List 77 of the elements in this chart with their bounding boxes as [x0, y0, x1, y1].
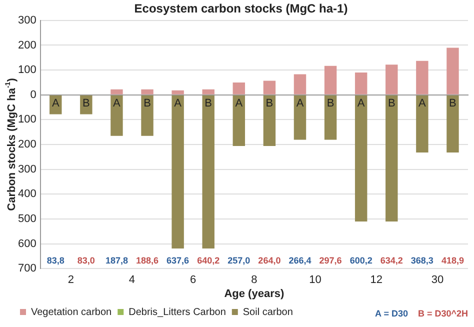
x-tick-label: B — [204, 97, 212, 110]
annotation: 83,0 — [77, 256, 95, 266]
text: 2 — [68, 274, 74, 286]
x-tick-label: A — [418, 97, 427, 110]
y-tick-label: 200 — [18, 138, 36, 151]
text: 4 — [128, 274, 136, 286]
annotation: 83,8 — [46, 256, 64, 266]
bar — [354, 95, 368, 222]
text: 12 — [370, 274, 382, 286]
y-tick-label: 200 — [18, 39, 36, 52]
bar — [446, 95, 459, 152]
annotation: 368,3 — [410, 256, 434, 266]
text: 8 — [251, 274, 258, 286]
bar — [386, 95, 398, 222]
y-tick-label: 700 — [18, 262, 36, 275]
annotation: 257,0 — [228, 256, 250, 266]
annotation: 187,8 — [105, 256, 128, 266]
x-tick-label: A — [174, 97, 182, 110]
bar — [446, 48, 459, 94]
y-tick-label: 600 — [18, 238, 36, 250]
annotation: 600,2 — [350, 256, 372, 266]
bar — [141, 95, 154, 136]
x-tick-label: B — [266, 97, 274, 110]
bar — [354, 72, 368, 94]
bar — [141, 89, 154, 94]
bar — [386, 64, 398, 94]
bar — [263, 80, 276, 94]
annotation: 634,2 — [380, 256, 403, 266]
text: B = D30^2H — [418, 308, 468, 318]
chart-title: Ecosystem carbon stocks (MgC ha-1) — [134, 2, 348, 16]
bar — [110, 95, 123, 136]
text: A = D30 — [375, 308, 408, 318]
x-tick-label: A — [52, 97, 60, 110]
y-tick-label: 500 — [18, 212, 36, 225]
annotation: 297,6 — [319, 256, 342, 266]
bar — [202, 95, 214, 248]
text: 6 — [190, 274, 196, 286]
x-axis-title: Age (years) — [224, 288, 284, 300]
text: 30 — [431, 274, 444, 286]
annotation: 640,2 — [197, 256, 220, 266]
bar — [202, 89, 214, 94]
annotation: 418,9 — [441, 256, 464, 266]
annotation: 264,0 — [258, 256, 281, 266]
bar — [232, 95, 246, 146]
bar — [416, 95, 428, 152]
x-tick-label: B — [388, 97, 396, 110]
bar — [324, 95, 337, 140]
x-tick-label: A — [296, 97, 304, 110]
y-tick-label: 100 — [18, 64, 36, 76]
legend-label: Vegetation carbon — [31, 306, 112, 318]
x-tick-label: B — [82, 97, 90, 110]
x-tick-label: A — [113, 97, 122, 110]
annotation: 637,6 — [166, 256, 190, 266]
bar — [294, 74, 306, 94]
bar — [172, 90, 184, 94]
y-tick-label: 400 — [18, 188, 36, 200]
bar — [416, 60, 428, 94]
x-tick-label: B — [326, 97, 334, 110]
x-tick-label: A — [357, 97, 366, 110]
x-tick-label: B — [144, 97, 151, 110]
x-tick-label: A — [235, 97, 244, 110]
y-tick-label: 0 — [30, 88, 36, 101]
annotation: 188,6 — [136, 256, 159, 266]
bar — [110, 89, 123, 94]
x-tick-label: B — [449, 97, 456, 110]
bar — [263, 95, 276, 146]
bar — [172, 95, 184, 248]
y-tick-label: 100 — [18, 114, 36, 126]
annotation: 266,4 — [288, 256, 312, 266]
text: 10 — [309, 274, 322, 286]
y-tick-label: 300 — [18, 163, 36, 176]
bar — [324, 66, 337, 94]
bar — [232, 82, 246, 94]
y-tick-label: 300 — [18, 14, 36, 26]
legend-label: Debris_Litters Carbon — [128, 306, 226, 318]
bar — [294, 95, 306, 140]
legend-label: Soil carbon — [242, 306, 293, 318]
